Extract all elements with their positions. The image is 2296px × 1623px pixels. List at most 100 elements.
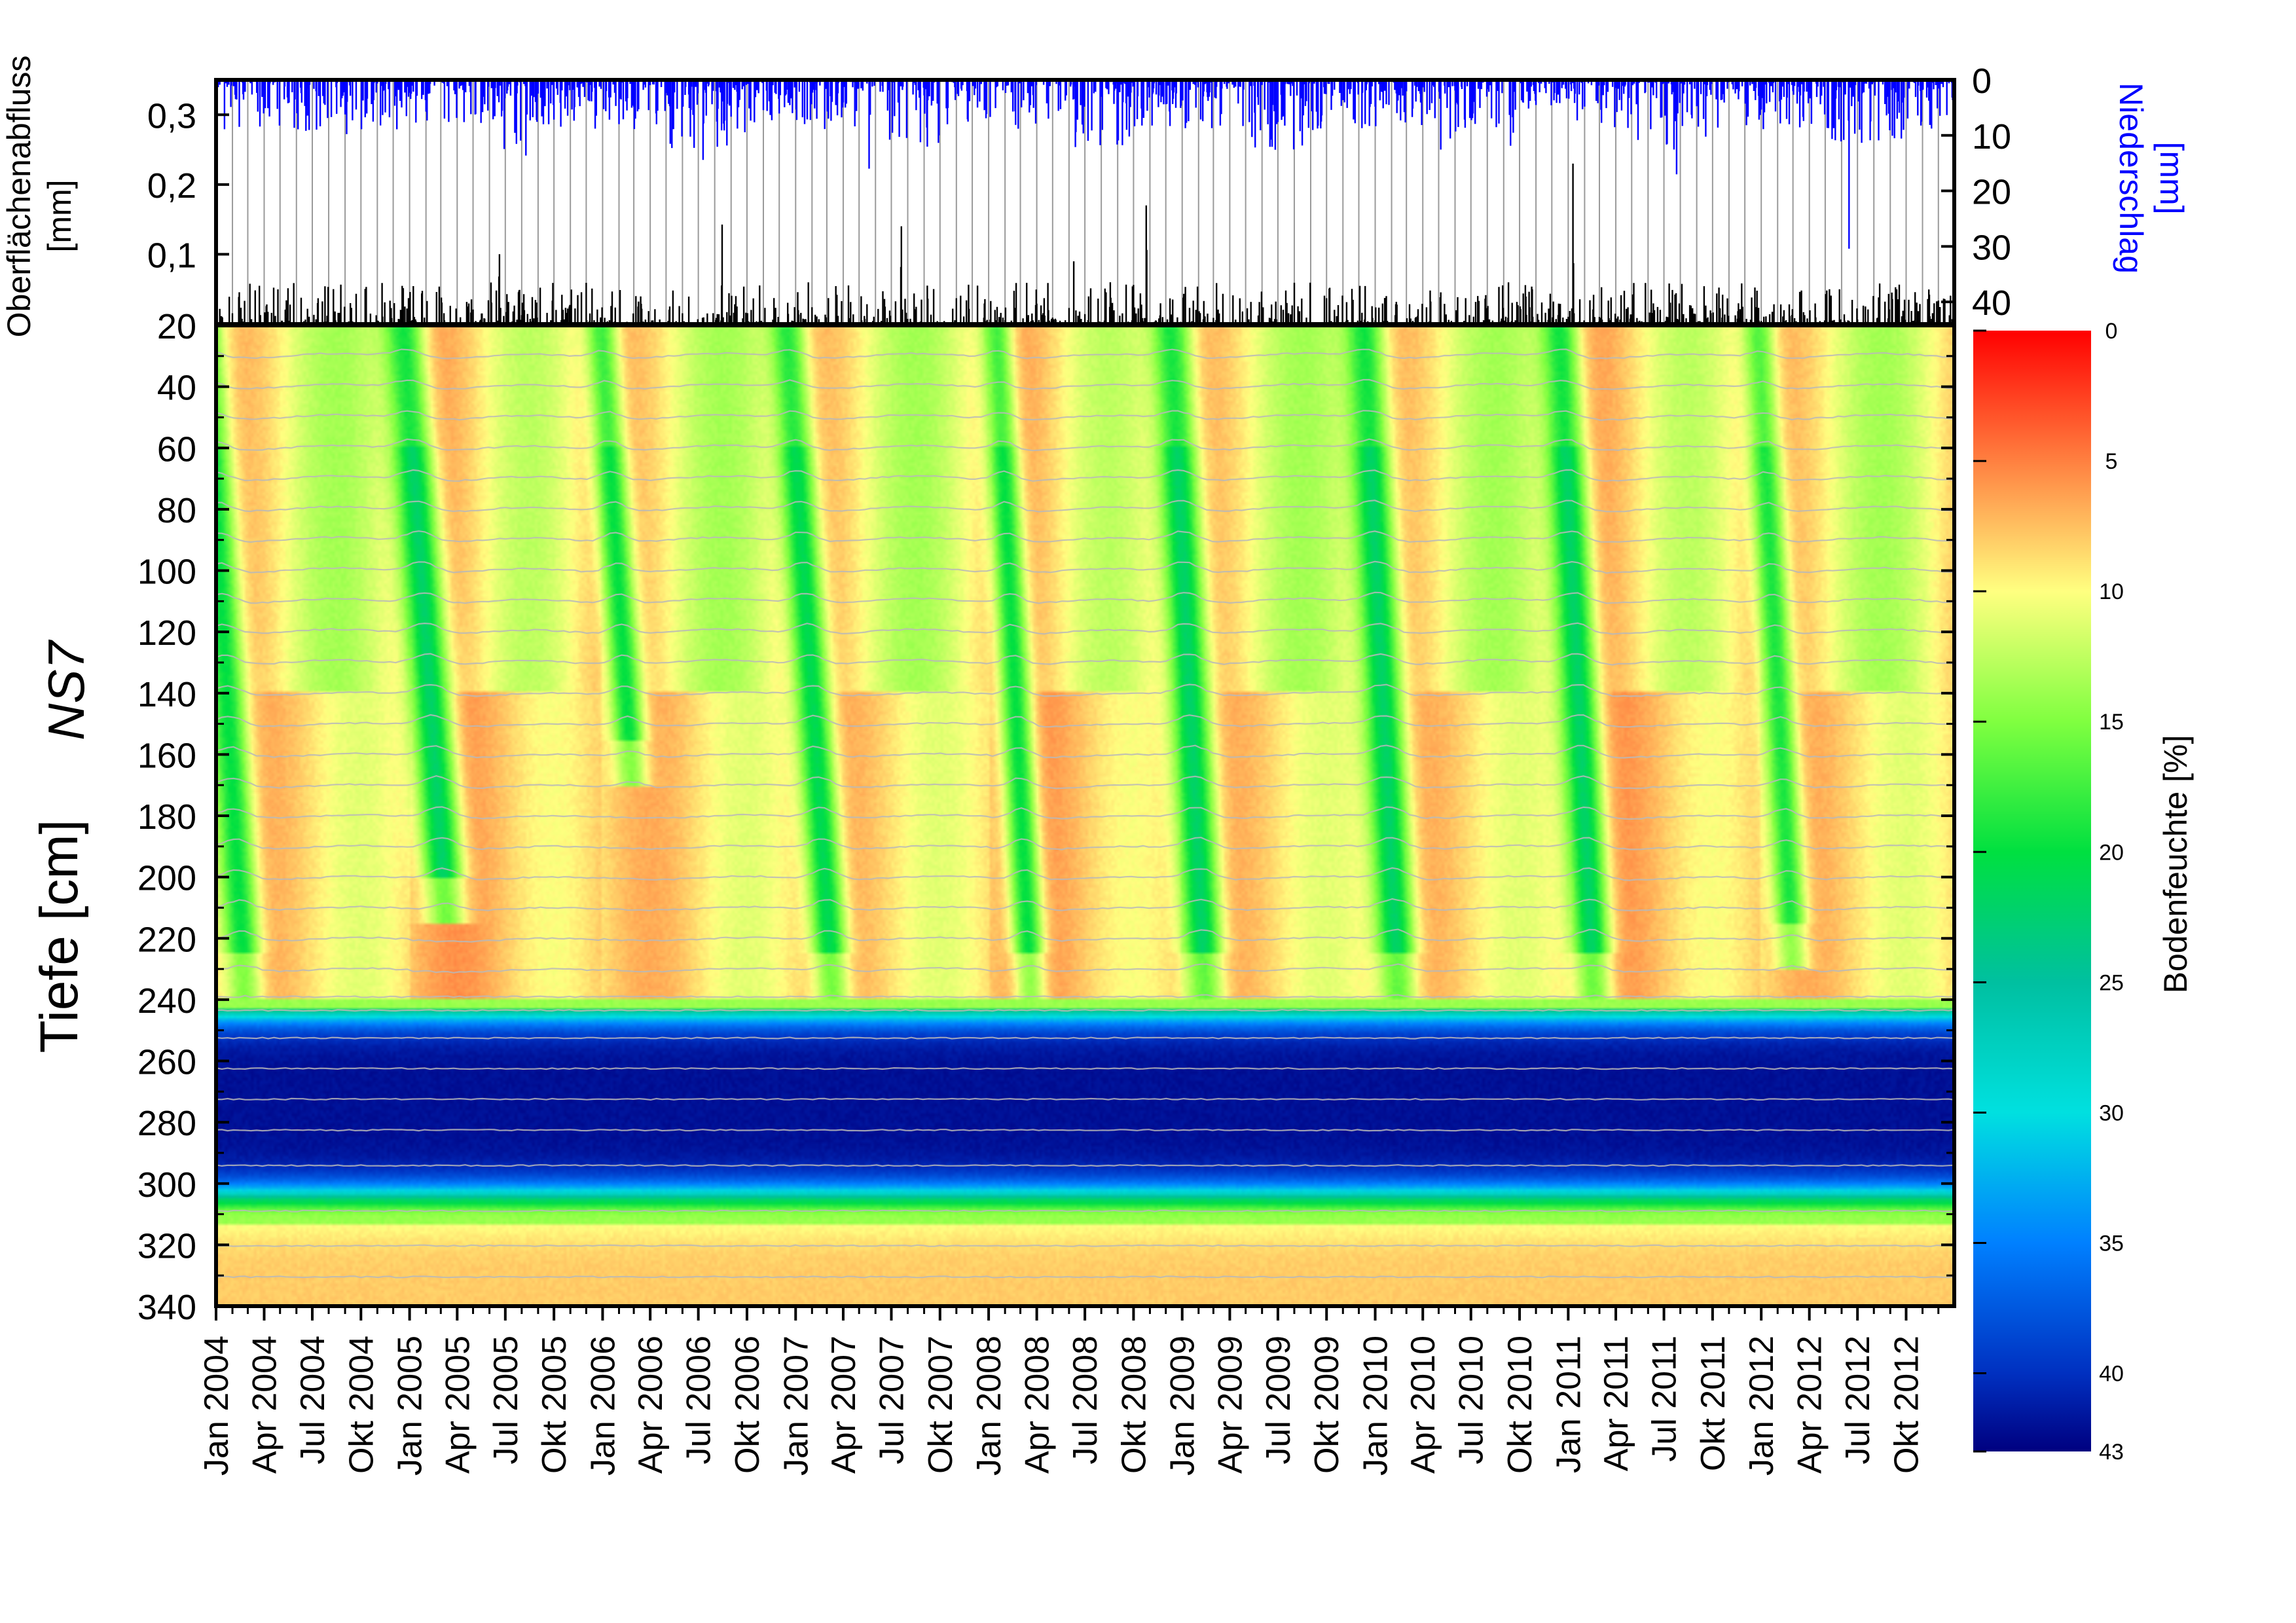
x-tick-label: Jan 2007 xyxy=(777,1336,815,1476)
x-tick-label: Okt 2005 xyxy=(536,1336,574,1474)
sensor-depth-line xyxy=(216,928,1954,943)
precipitation-axis-label-line2: [mm] xyxy=(2153,141,2190,214)
x-tick-label: Jul 2006 xyxy=(680,1336,718,1465)
sensor-depth-line xyxy=(216,1164,1954,1167)
x-tick-label: Okt 2007 xyxy=(922,1336,960,1474)
x-tick-label: Jan 2004 xyxy=(198,1336,236,1476)
y-tick-label: 100 xyxy=(137,553,196,592)
y-tick-label: 260 xyxy=(137,1043,196,1082)
precipitation-axis-label-line1: Niederschlag xyxy=(2113,82,2149,274)
x-tick-label: Apr 2011 xyxy=(1597,1336,1635,1471)
sensor-depth-line xyxy=(216,1097,1954,1101)
precipitation-axis-ticks: 0 10 20 30 40 xyxy=(1941,62,2011,323)
x-tick-label: Jul 2007 xyxy=(873,1336,911,1465)
sensor-depth-line xyxy=(216,867,1954,881)
sensor-depth-line xyxy=(216,438,1954,452)
x-tick-label: Okt 2010 xyxy=(1501,1336,1539,1474)
runoff-precipitation-panel: 0,3 0,2 0,1 0 10 20 30 40 Oberflächenabfluss [… xyxy=(1,56,2190,338)
runoff-axis-label-line2: [mm] xyxy=(41,179,78,252)
colorbar-tick-label: 20 xyxy=(2099,840,2124,865)
sensor-depth-line xyxy=(216,1244,1954,1247)
x-tick-label: Apr 2007 xyxy=(825,1336,863,1474)
x-tick-label: Jan 2011 xyxy=(1550,1336,1588,1473)
y-tick-label: 60 xyxy=(157,429,196,469)
y-tick-label: 200 xyxy=(137,859,196,898)
x-tick-label: Jul 2005 xyxy=(487,1336,525,1465)
sensor-depth-line xyxy=(216,410,1954,422)
runoff-axis-ticks: 0,3 0,2 0,1 xyxy=(147,96,229,275)
y-tick-label: 320 xyxy=(137,1226,196,1266)
precipitation-tick-label: 20 xyxy=(1972,173,2011,212)
y-tick-label: 300 xyxy=(137,1165,196,1205)
sensor-depth-lines xyxy=(216,348,1954,1279)
sensor-depth-line xyxy=(216,469,1954,482)
x-tick-label: Jul 2009 xyxy=(1260,1336,1298,1465)
x-tick-label: Jan 2009 xyxy=(1164,1336,1202,1476)
depth-axis-ticks: 20 40 60 80 100 120 140 160 180 200 220 240 260 280 30… xyxy=(137,307,1954,1327)
sensor-depth-line xyxy=(216,775,1954,790)
y-tick-label: 40 xyxy=(157,369,196,408)
x-tick-label: Jul 2004 xyxy=(294,1336,332,1465)
panel-title: NS7 xyxy=(37,640,95,740)
sensor-depth-line xyxy=(216,744,1954,759)
precipitation-tick-label: 0 xyxy=(1972,62,1992,101)
x-tick-label: Okt 2012 xyxy=(1887,1336,1925,1474)
x-tick-label: Apr 2009 xyxy=(1211,1336,1249,1474)
precipitation-tick-label: 40 xyxy=(1972,283,2011,323)
sensor-depth-line xyxy=(216,684,1954,697)
sensor-depth-line xyxy=(216,1129,1954,1132)
x-tick-label: Okt 2006 xyxy=(729,1336,767,1474)
colorbar-ticks: 0 5 10 15 20 25 30 35 40 43 xyxy=(1973,319,2124,1465)
x-tick-label: Apr 2004 xyxy=(246,1336,284,1474)
y-tick-label: 20 xyxy=(157,307,196,346)
y-tick-label: 140 xyxy=(137,675,196,714)
colorbar-tick-label: 35 xyxy=(2099,1231,2124,1256)
sensor-depth-line xyxy=(216,1275,1954,1279)
colorbar-gradient xyxy=(1973,331,2091,1451)
sensor-depth-line xyxy=(216,378,1954,390)
date-axis-ticks: Jan 2004 Apr 2004 Jul 2004 Okt 2004 Jan 2005… xyxy=(198,1306,1940,1476)
runoff-tick-label: 0,3 xyxy=(147,96,196,136)
sensor-depth-line xyxy=(216,837,1954,850)
runoff-axis-label-line1: Oberflächenabfluss xyxy=(1,56,37,338)
y-tick-label: 180 xyxy=(137,797,196,837)
x-tick-label: Okt 2009 xyxy=(1308,1336,1346,1474)
x-tick-label: Okt 2011 xyxy=(1694,1336,1732,1471)
colorbar-tick-label: 40 xyxy=(2099,1362,2124,1387)
x-tick-label: Jan 2006 xyxy=(584,1336,622,1476)
x-tick-label: Apr 2012 xyxy=(1791,1336,1829,1474)
x-tick-label: Apr 2006 xyxy=(632,1336,670,1474)
x-tick-label: Apr 2008 xyxy=(1019,1336,1057,1474)
sensor-depth-line xyxy=(216,1209,1954,1213)
x-tick-label: Jul 2010 xyxy=(1453,1336,1491,1465)
sensor-depth-line xyxy=(216,530,1954,543)
sensor-depth-line xyxy=(216,963,1954,974)
y-tick-label: 160 xyxy=(137,736,196,775)
x-tick-label: Okt 2004 xyxy=(342,1336,380,1474)
sensor-depth-line xyxy=(216,560,1954,574)
x-tick-label: Jul 2011 xyxy=(1646,1336,1684,1462)
sensor-depth-line xyxy=(216,1067,1954,1070)
y-tick-label: 120 xyxy=(137,613,196,653)
depth-axis-label: Tiefe [cm] xyxy=(29,820,89,1053)
y-tick-label: 340 xyxy=(137,1288,196,1327)
sensor-depth-line xyxy=(216,994,1954,998)
runoff-tick-label: 0,2 xyxy=(147,166,196,206)
colorbar: 0 5 10 15 20 25 30 35 40 43 Bodenfeuchte [%] xyxy=(1973,319,2194,1465)
colorbar-tick-label: 25 xyxy=(2099,970,2124,995)
precipitation-tick-label: 10 xyxy=(1972,117,2011,156)
x-tick-label: Jul 2008 xyxy=(1066,1336,1104,1465)
x-tick-label: Jan 2012 xyxy=(1743,1336,1781,1476)
soil-moisture-heatmap-panel: 20 40 60 80 100 120 140 160 180 200 220 240 260 280 30… xyxy=(29,307,1956,1476)
sensor-depth-line xyxy=(216,591,1954,604)
colorbar-label: Bodenfeuchte [%] xyxy=(2157,735,2194,994)
y-tick-label: 80 xyxy=(157,491,196,530)
sensor-depth-line xyxy=(216,1036,1954,1040)
y-tick-label: 240 xyxy=(137,981,196,1021)
sensor-depth-line xyxy=(216,622,1954,635)
sensor-depth-line xyxy=(216,898,1954,911)
sensor-depth-line xyxy=(216,1009,1954,1012)
soil-moisture-heatmap xyxy=(216,325,1954,1306)
colorbar-tick-label: 10 xyxy=(2099,579,2124,604)
x-tick-label: Jan 2008 xyxy=(970,1336,1008,1476)
